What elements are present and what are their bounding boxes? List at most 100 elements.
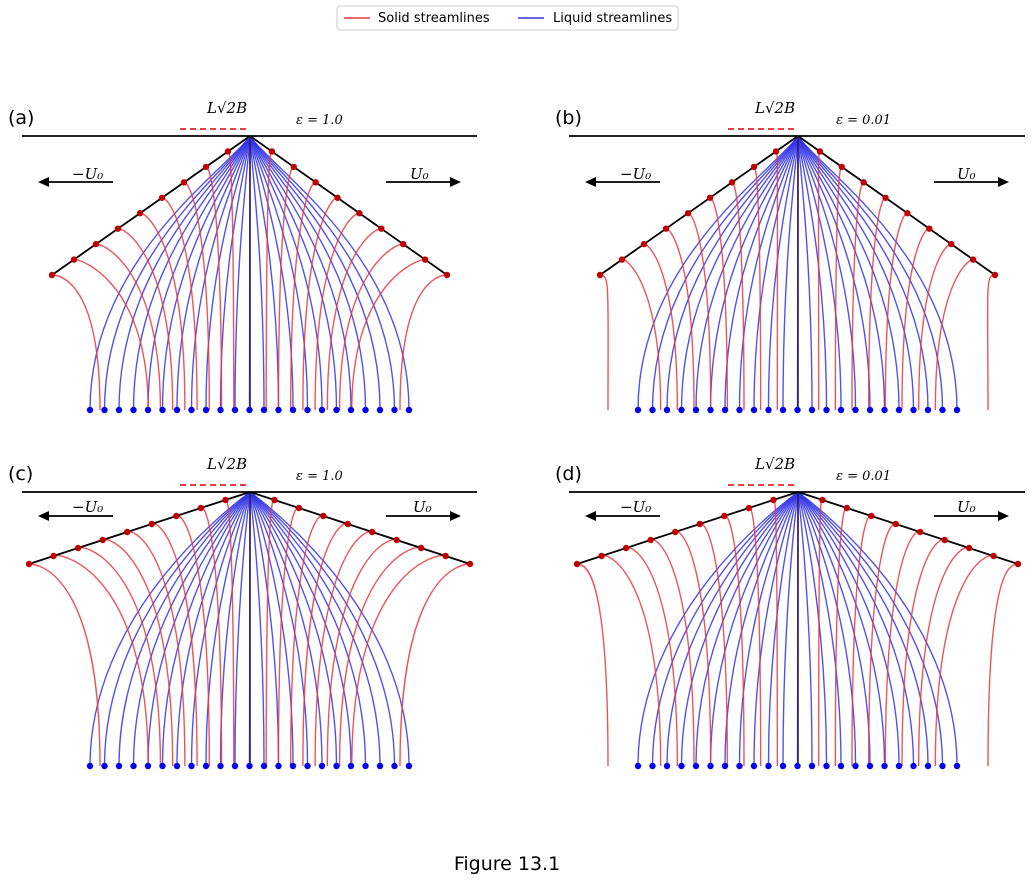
liquid-start-dot bbox=[837, 762, 845, 770]
width-label: L√2B bbox=[206, 99, 247, 117]
liquid-start-dot bbox=[115, 762, 123, 770]
solid-streamline bbox=[399, 274, 448, 411]
solid-streamline bbox=[28, 563, 101, 767]
liquid-start-dot bbox=[405, 406, 413, 414]
liquid-start-dot bbox=[721, 762, 729, 770]
liquid-streamline bbox=[249, 491, 410, 767]
liquid-streamline bbox=[738, 135, 799, 411]
liquid-streamline bbox=[205, 135, 251, 411]
liquid-start-dot bbox=[779, 406, 787, 414]
liquid-start-dot bbox=[910, 406, 917, 414]
right-velocity-label: U₀ bbox=[957, 498, 976, 516]
liquid-start-dot bbox=[808, 762, 816, 770]
solid-start-dot bbox=[124, 528, 131, 536]
liquid-start-dot bbox=[347, 406, 355, 414]
liquid-start-dot bbox=[376, 762, 384, 770]
solid-streamline bbox=[77, 546, 162, 767]
solid-start-dot bbox=[990, 552, 997, 560]
solid-start-dot bbox=[843, 504, 851, 512]
solid-start-dot bbox=[369, 528, 376, 536]
epsilon-label: ε = 0.01 bbox=[836, 469, 891, 484]
solid-streamline bbox=[986, 274, 996, 411]
liquid-streamline bbox=[89, 135, 251, 411]
panel-label: (c) bbox=[8, 463, 33, 485]
solid-start-dot bbox=[271, 496, 278, 504]
liquid-streamline bbox=[249, 135, 309, 411]
liquid-start-dot bbox=[823, 762, 830, 770]
panel-a: (a) L√2B ε = 1.0 −U₀ U₀ bbox=[8, 99, 477, 414]
liquid-start-dot bbox=[304, 406, 311, 414]
liquid-start-dot bbox=[707, 406, 714, 414]
solid-streamline bbox=[73, 258, 149, 411]
solid-start-dot bbox=[1014, 560, 1022, 568]
liquid-start-dot bbox=[866, 406, 874, 414]
liquid-streamline bbox=[738, 491, 799, 767]
solid-start-dot bbox=[917, 528, 924, 536]
liquid-start-dot bbox=[924, 762, 932, 770]
liquid-start-dot bbox=[765, 762, 772, 770]
solid-streamline bbox=[576, 563, 609, 767]
left-arrow-head bbox=[38, 511, 49, 521]
liquid-start-dot bbox=[275, 406, 282, 414]
left-arrow-head bbox=[585, 177, 596, 187]
solid-start-dot bbox=[868, 512, 875, 520]
liquid-start-dot bbox=[86, 762, 94, 770]
solid-start-dot bbox=[892, 520, 899, 528]
liquid-start-dot bbox=[765, 406, 772, 414]
liquid-streamline bbox=[753, 491, 799, 767]
liquid-start-dot bbox=[634, 762, 642, 770]
liquid-streamline bbox=[249, 135, 338, 411]
solid-start-dot bbox=[99, 536, 106, 544]
liquid-streamline bbox=[249, 491, 338, 767]
panel-d: (d) L√2B ε = 0.01 −U₀ U₀ bbox=[555, 455, 1025, 770]
left-velocity-label: −U₀ bbox=[72, 165, 103, 183]
liquid-start-dot bbox=[707, 762, 714, 770]
liquid-start-dot bbox=[823, 406, 830, 414]
liquid-start-dot bbox=[275, 762, 282, 770]
epsilon-label: ε = 0.01 bbox=[836, 113, 891, 128]
panel-b: (b) L√2B ε = 0.01 −U₀ U₀ bbox=[555, 99, 1025, 414]
liquid-start-dot bbox=[881, 406, 888, 414]
liquid-start-dot bbox=[376, 406, 384, 414]
liquid-streamline bbox=[103, 135, 251, 411]
panel-label: (a) bbox=[8, 107, 34, 129]
roof-right bbox=[797, 135, 996, 276]
solid-start-dot bbox=[378, 225, 385, 232]
solid-start-dot bbox=[662, 225, 670, 232]
liquid-start-dot bbox=[721, 406, 729, 414]
liquid-start-dot bbox=[231, 406, 239, 414]
liquid-streamline bbox=[797, 491, 813, 767]
solid-start-dot bbox=[92, 240, 100, 248]
solid-streamline bbox=[95, 243, 162, 411]
roof-left bbox=[599, 135, 799, 276]
liquid-start-dot bbox=[101, 762, 108, 770]
solid-streamline bbox=[265, 498, 276, 767]
liquid-start-dot bbox=[808, 406, 816, 414]
solid-start-dot bbox=[721, 512, 728, 520]
liquid-start-dot bbox=[391, 406, 398, 414]
liquid-streamline bbox=[797, 135, 842, 411]
roof-left bbox=[28, 491, 251, 565]
solid-streamline bbox=[102, 538, 174, 767]
liquid-start-dot bbox=[115, 406, 123, 414]
legend-liquid-label: Liquid streamlines bbox=[553, 11, 672, 26]
liquid-streamline bbox=[797, 491, 857, 767]
solid-start-dot bbox=[622, 544, 630, 552]
roof-right bbox=[249, 135, 448, 276]
width-label: L√2B bbox=[754, 455, 795, 473]
solid-start-dot bbox=[696, 520, 703, 528]
liquid-start-dot bbox=[750, 762, 758, 770]
solid-streamline bbox=[775, 150, 779, 411]
liquid-streamline bbox=[161, 491, 251, 767]
liquid-start-dot bbox=[779, 762, 787, 770]
solid-streamline bbox=[302, 197, 339, 411]
solid-start-dot bbox=[25, 560, 33, 568]
liquid-streamline bbox=[680, 491, 799, 767]
epsilon-label: ε = 1.0 bbox=[296, 469, 343, 484]
liquid-streamline bbox=[797, 135, 944, 411]
solid-start-dot bbox=[965, 544, 973, 552]
frame-b bbox=[569, 128, 1025, 414]
liquid-streamline bbox=[753, 135, 799, 411]
liquid-streamline bbox=[797, 135, 857, 411]
liquid-streamline bbox=[249, 135, 367, 411]
